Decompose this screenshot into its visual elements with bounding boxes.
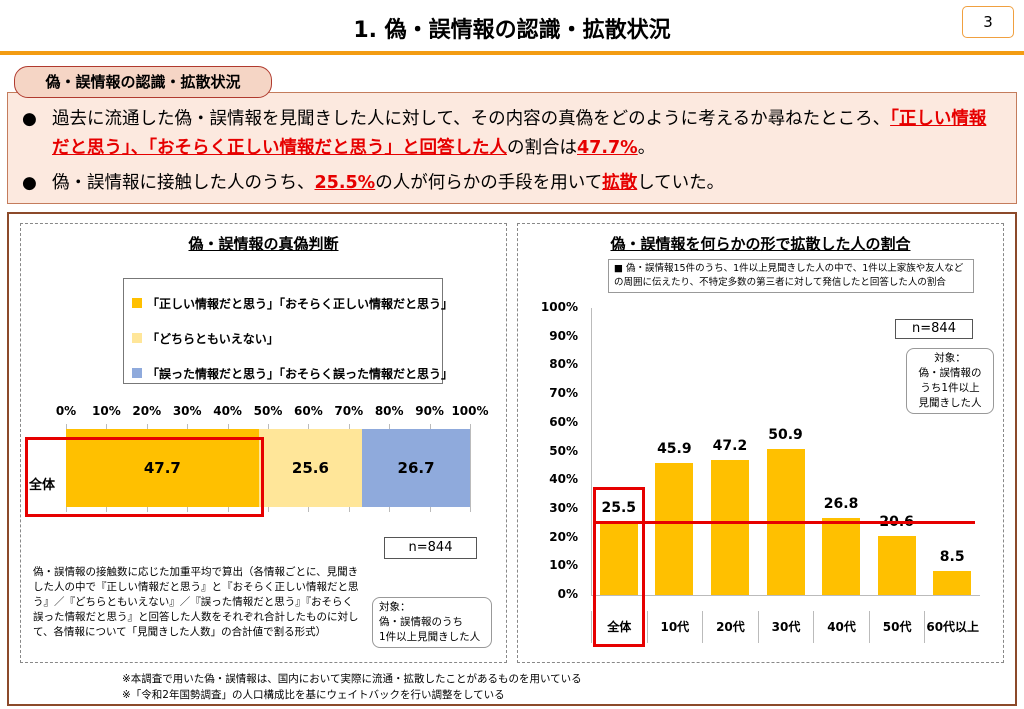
summary-bullet-2: ● 偽・誤情報に接触した人のうち、25.5%の人が何らかの手段を用いて拡散してい…: [22, 169, 1002, 198]
x-tick-label: 10%: [92, 404, 121, 418]
bullet-2-text-3: していた。: [637, 173, 725, 193]
bar-value-label: 47.2: [712, 437, 748, 454]
right-chart-panel: [517, 223, 1004, 663]
legend-item-incorrect: 「誤った情報だと思う」「おそらく誤った情報だと思う」: [132, 359, 453, 387]
x-category-label: 全体: [591, 611, 647, 643]
legend: 「正しい情報だと思う」「おそらく正しい情報だと思う」 「どちらともいえない」 「…: [123, 278, 453, 387]
bullet-2-text-2: の人が何らかの手段を用いて: [375, 173, 603, 193]
x-tick-label: 0%: [55, 404, 77, 418]
footnote-2: ※「令和2年国勢調査」の人口構成比を基にウェイトバックを行い調整をしている: [122, 689, 505, 701]
bullet-1-percentage: 47.7%: [577, 138, 638, 158]
y-tick-label: 20%: [549, 529, 578, 544]
bullet-1-text: 過去に流通した偽・誤情報を見聞きした人に対して、その内容の真偽をどのように考える…: [52, 109, 891, 129]
legend-label: 「どちらともいえない」: [147, 331, 279, 346]
y-tick-label: 50%: [549, 443, 578, 458]
x-category-label: 10代: [646, 611, 703, 643]
row-label: 全体: [29, 478, 56, 493]
x-tick-label: 40%: [213, 404, 242, 418]
bar-segment-1: 25.6: [258, 429, 363, 507]
bar-4: [822, 518, 861, 595]
legend-swatch: [132, 368, 142, 378]
bar-5: [877, 535, 916, 595]
bullet-icon: ●: [22, 109, 37, 129]
y-tick-label: 40%: [549, 472, 578, 487]
page-title: 1. 偽・誤情報の認識・拡散状況: [353, 18, 671, 43]
x-tick-label: 50%: [253, 404, 283, 418]
x-category-label: 40代: [813, 611, 869, 643]
left-note: 偽・誤情報の接触数に応じた加重平均で算出（各情報ごとに、見聞きした人の中で『正し…: [33, 566, 359, 638]
bar-value-label: 45.9: [657, 441, 692, 458]
x-category-label: 30代: [757, 611, 814, 643]
x-tick-label: 70%: [334, 404, 364, 418]
target-line: 偽・誤情報の: [918, 367, 982, 379]
bullet-2-percentage: 25.5%: [314, 173, 376, 193]
target-line: 対象：: [934, 352, 966, 364]
summary-box: ● 過去に流通した偽・誤情報を見聞きした人に対して、その内容の真偽をどのように考…: [7, 92, 1017, 204]
target-line: 1件以上見聞きした人: [379, 631, 481, 643]
left-chart-title: 偽・誤情報の真偽判断: [188, 235, 339, 253]
y-tick-label: 30%: [549, 500, 578, 515]
target-line: 対象：: [379, 601, 411, 613]
highlight-box-right: [593, 487, 645, 647]
right-chart-description: ■ 偽・誤情報15件のうち、1件以上見聞きした人の中で、1件以上家族や友人などの…: [608, 259, 974, 293]
target-line: うち1件以上: [920, 382, 980, 394]
legend-swatch: [132, 333, 142, 343]
y-tick-label: 90%: [549, 328, 578, 343]
reference-line: [596, 520, 975, 524]
x-category-label: 60代以上: [924, 611, 980, 643]
legend-label: 「誤った情報だと思う」「おそらく誤った情報だと思う」: [147, 366, 454, 381]
bullet-1-text-3: 。: [637, 138, 656, 158]
x-category-label: 50代: [868, 611, 925, 643]
legend-label: 「正しい情報だと思う」「おそらく正しい情報だと思う」: [147, 296, 454, 311]
x-category-label: 20代: [702, 611, 758, 643]
x-tick-label: 20%: [132, 404, 162, 418]
y-tick-label: 10%: [549, 558, 578, 573]
bullet-icon: ●: [22, 173, 37, 193]
section-tag: 偽・誤情報の認識・拡散状況: [14, 66, 272, 98]
bar-value-label: 25.5: [601, 499, 637, 516]
right-target-box: 対象： 偽・誤情報の うち1件以上 見聞きした人: [906, 348, 994, 414]
highlight-box-left: [25, 437, 264, 517]
left-target-box: 対象： 偽・誤情報のうち 1件以上見聞きした人: [372, 597, 492, 648]
bar-value-label: 50.9: [768, 426, 803, 443]
y-axis-line: [591, 308, 592, 595]
x-tick-label: 90%: [415, 404, 444, 418]
bullet-1-highlight: 「正しい情報だと思う」、「おそらく正しい情報だと思う」と回答した人: [52, 109, 987, 158]
page-number: 3: [962, 6, 1014, 38]
x-tick-label: 100%: [451, 404, 489, 418]
bullet-2-highlight: 拡散: [602, 173, 638, 193]
bar-0: [599, 521, 638, 595]
x-tick-label: 30%: [172, 404, 202, 418]
bar-value-label: 8.5: [939, 548, 965, 565]
bar-2: [710, 459, 749, 595]
y-tick-label: 100%: [540, 300, 578, 314]
legend-item-correct: 「正しい情報だと思う」「おそらく正しい情報だと思う」: [132, 289, 453, 317]
footnote-1: ※本調査で用いた偽・誤情報は、国内において実際に流通・拡散したことがあるものを用…: [122, 673, 582, 685]
bullet-1-text-2: の割合は: [507, 138, 577, 158]
y-tick-label: 70%: [549, 386, 578, 401]
bar-1: [655, 463, 694, 595]
charts-frame: [7, 212, 1017, 706]
bar-segment-0: 47.7: [66, 429, 259, 507]
target-line: 見聞きした人: [918, 397, 982, 409]
legend-item-neutral: 「どちらともいえない」: [132, 324, 434, 352]
header-divider: [0, 51, 1024, 55]
bar-segment-2: 26.7: [362, 429, 470, 507]
x-axis-line: [591, 595, 980, 596]
target-line: 偽・誤情報のうち: [379, 616, 463, 628]
right-chart-title: 偽・誤情報を何らかの形で拡散した人の割合: [610, 235, 911, 253]
bar-6: [933, 570, 972, 595]
y-tick-label: 60%: [549, 414, 578, 429]
gridline: [470, 424, 471, 512]
left-n-label: n=844: [384, 537, 477, 559]
x-tick-label: 80%: [374, 404, 404, 418]
summary-bullet-1: ● 過去に流通した偽・誤情報を見聞きした人に対して、その内容の真偽をどのように考…: [22, 105, 1002, 163]
bullet-2-text: 偽・誤情報に接触した人のうち、: [52, 173, 315, 193]
x-tick-label: 60%: [294, 404, 323, 418]
right-n-label: n=844: [895, 319, 973, 339]
y-tick-label: 80%: [549, 357, 578, 372]
y-tick-label: 0%: [557, 587, 578, 601]
legend-swatch: [132, 298, 142, 308]
bar-value-label: 26.8: [823, 496, 859, 513]
